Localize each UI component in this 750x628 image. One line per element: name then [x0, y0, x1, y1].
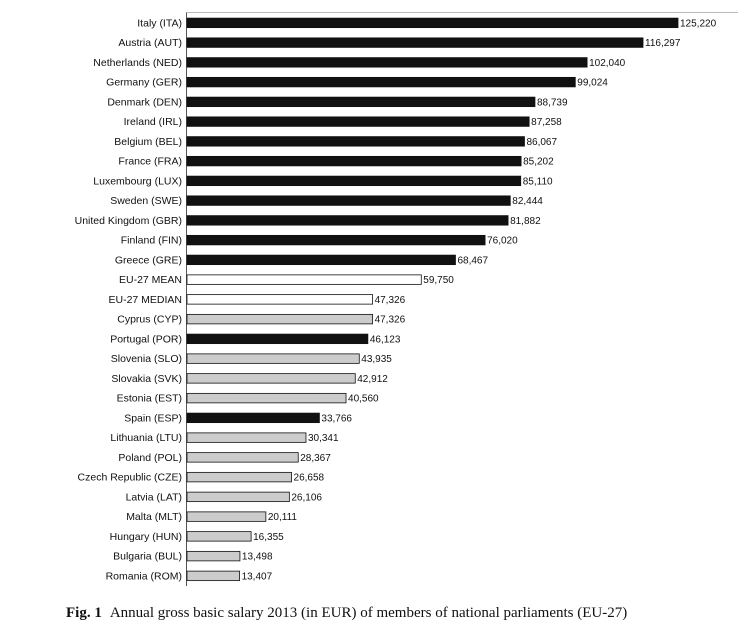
value-label-lithuania-ltu: 30,341	[308, 433, 339, 444]
value-label-greece-gre: 68,467	[457, 255, 488, 266]
bar-poland-pol	[186, 452, 299, 463]
category-label-austria-aut: Austria (AUT)	[118, 37, 182, 49]
bar-portugal-por	[186, 333, 369, 345]
category-label-finland-fin: Finland (FIN)	[121, 235, 182, 247]
bars-group: Italy (ITA) 125,220 Austria (AUT) 116,297 Ne…	[75, 17, 717, 582]
bar-latvia-lat	[186, 491, 290, 503]
category-label-slovakia-svk: Slovakia (SVK)	[111, 373, 182, 385]
category-label-lithuania-ltu: Lithuania (LTU)	[110, 432, 182, 444]
bar-denmark-den	[186, 96, 536, 108]
bar-eu-27-median	[186, 294, 373, 305]
value-label-italy-ita: 125,220	[680, 18, 717, 29]
figure-caption: Fig. 1 Annual gross basic salary 2013 (in…	[66, 605, 746, 622]
bar-france-fra	[186, 155, 522, 167]
bar-luxembourg-lux	[186, 175, 522, 187]
figure-label: Fig. 1	[66, 605, 102, 621]
bar-spain-esp	[186, 412, 320, 424]
value-label-bulgaria-bul: 13,498	[242, 552, 273, 563]
value-label-sweden-swe: 82,444	[512, 196, 543, 207]
value-label-czech-republic-cze: 26,658	[294, 473, 325, 484]
category-label-ireland-irl: Ireland (IRL)	[124, 116, 182, 128]
value-label-ireland-irl: 87,258	[531, 117, 562, 128]
bar-finland-fin	[186, 234, 486, 246]
category-label-sweden-swe: Sweden (SWE)	[110, 195, 182, 207]
bar-czech-republic-cze	[186, 471, 292, 483]
bar-estonia-est	[186, 392, 347, 404]
bar-italy-ita	[186, 17, 679, 29]
category-label-united-kingdom-gbr: United Kingdom (GBR)	[75, 215, 182, 227]
value-label-luxembourg-lux: 85,110	[523, 176, 553, 187]
bar-sweden-swe	[186, 195, 511, 206]
bar-malta-mlt	[186, 511, 267, 522]
value-label-united-kingdom-gbr: 81,882	[510, 216, 541, 227]
value-label-denmark-den: 88,739	[537, 97, 568, 108]
value-label-malta-mlt: 20,111	[268, 512, 298, 523]
bar-hungary-hun	[186, 531, 252, 542]
category-label-portugal-por: Portugal (POR)	[110, 333, 182, 345]
value-label-netherlands-ned: 102,040	[589, 58, 626, 69]
figure-caption-text: Annual gross basic salary 2013 (in EUR) …	[109, 605, 628, 621]
value-label-eu-27-mean: 59,750	[423, 275, 454, 286]
category-label-netherlands-ned: Netherlands (NED)	[93, 57, 182, 69]
bar-chart: Italy (ITA) 125,220 Austria (AUT) 116,297 Ne…	[75, 12, 738, 586]
category-label-belgium-bel: Belgium (BEL)	[114, 136, 182, 148]
value-label-germany-ger: 99,024	[577, 78, 608, 89]
value-label-finland-fin: 76,020	[487, 236, 518, 247]
value-label-portugal-por: 46,123	[370, 334, 401, 345]
category-label-cyprus-cyp: Cyprus (CYP)	[117, 314, 182, 326]
value-label-france-fra: 85,202	[523, 157, 554, 168]
bar-eu-27-mean	[186, 274, 422, 285]
bar-slovakia-svk	[186, 373, 356, 384]
value-label-poland-pol: 28,367	[300, 453, 331, 464]
category-label-germany-ger: Germany (GER)	[106, 77, 182, 89]
value-label-cyprus-cyp: 47,326	[375, 315, 406, 326]
category-label-slovenia-slo: Slovenia (SLO)	[111, 353, 182, 365]
bar-lithuania-ltu	[186, 432, 307, 443]
category-label-malta-mlt: Malta (MLT)	[126, 511, 182, 523]
value-label-spain-esp: 33,766	[321, 413, 352, 424]
category-label-poland-pol: Poland (POL)	[118, 452, 182, 464]
bar-united-kingdom-gbr	[186, 215, 509, 226]
bar-austria-aut	[186, 37, 644, 48]
bar-ireland-irl	[186, 116, 530, 127]
value-label-belgium-bel: 86,067	[526, 137, 557, 148]
bar-greece-gre	[186, 254, 456, 266]
category-label-estonia-est: Estonia (EST)	[117, 393, 182, 405]
category-label-czech-republic-cze: Czech Republic (CZE)	[78, 472, 182, 484]
category-label-latvia-lat: Latvia (LAT)	[126, 491, 182, 503]
category-label-italy-ita: Italy (ITA)	[137, 17, 182, 29]
bar-netherlands-ned	[186, 57, 588, 68]
value-label-slovenia-slo: 43,935	[361, 354, 392, 365]
value-label-romania-rom: 13,407	[242, 571, 273, 582]
bar-cyprus-cyp	[186, 313, 373, 325]
value-label-slovakia-svk: 42,912	[357, 374, 388, 385]
category-label-france-fra: France (FRA)	[118, 156, 182, 168]
category-label-denmark-den: Denmark (DEN)	[107, 96, 182, 108]
value-label-estonia-est: 40,560	[348, 394, 379, 405]
category-label-luxembourg-lux: Luxembourg (LUX)	[93, 175, 182, 187]
bar-romania-rom	[186, 570, 240, 582]
category-label-eu-27-median: EU-27 MEDIAN	[108, 294, 182, 306]
category-label-hungary-hun: Hungary (HUN)	[110, 531, 182, 543]
category-label-spain-esp: Spain (ESP)	[124, 412, 182, 424]
category-label-eu-27-mean: EU-27 MEAN	[119, 274, 182, 286]
bar-germany-ger	[186, 76, 576, 88]
category-label-romania-rom: Romania (ROM)	[106, 570, 182, 582]
value-label-austria-aut: 116,297	[645, 38, 681, 49]
value-label-latvia-lat: 26,106	[291, 492, 322, 503]
bar-slovenia-slo	[186, 353, 360, 364]
bar-bulgaria-bul	[186, 550, 241, 562]
category-label-greece-gre: Greece (GRE)	[115, 254, 182, 266]
category-label-bulgaria-bul: Bulgaria (BUL)	[113, 551, 182, 563]
value-label-eu-27-median: 47,326	[375, 295, 406, 306]
bar-belgium-bel	[186, 136, 525, 147]
value-label-hungary-hun: 16,355	[253, 532, 284, 543]
